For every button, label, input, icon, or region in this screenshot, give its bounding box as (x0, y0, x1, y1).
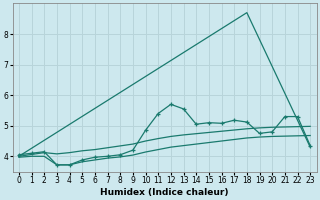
X-axis label: Humidex (Indice chaleur): Humidex (Indice chaleur) (100, 188, 229, 197)
